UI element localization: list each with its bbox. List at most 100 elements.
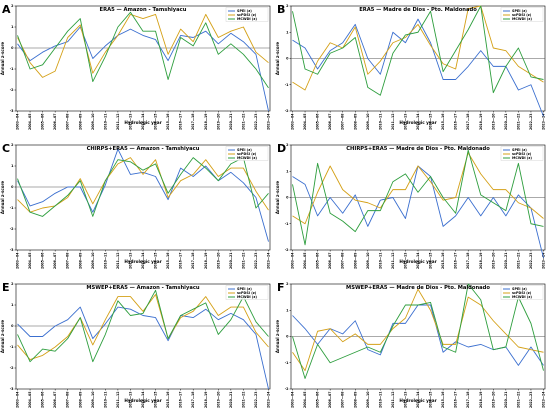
panel-label: B: [277, 3, 285, 16]
legend-entry: SPEI (z): [512, 9, 527, 13]
panel-f: -2 -1 0 1 2 2003—04 2004—05 2005—06 2006—07 2007—…: [275, 278, 550, 417]
series-line-mcwdi: [17, 11, 269, 89]
x-tick-label: 2011—12: [116, 392, 120, 409]
x-tick-label: 2020—21: [229, 114, 233, 131]
x-tick-label: 2012—13: [403, 392, 407, 409]
x-tick-label: 2009—10: [91, 252, 95, 269]
x-tick-label: 2020—21: [229, 253, 233, 270]
panel-c: -3 -2 -1 0 1 2 2003—04 2004—05 2005—06 2006—07 200…: [0, 139, 275, 278]
x-tick-label: 2008—09: [353, 113, 357, 130]
x-tick-label: 2023—24: [542, 113, 546, 130]
series-line-scpdsi: [17, 294, 269, 361]
series-line-spei: [292, 18, 544, 117]
x-tick-label: 2005—06: [41, 113, 45, 130]
y-tick-label: 1: [11, 25, 14, 29]
legend-entry: scPDSI (z): [237, 291, 257, 295]
x-tick-label: 2004—05: [303, 253, 307, 270]
x-tick-label: 2010—11: [378, 392, 382, 409]
x-axis-label: Hydrologic year: [124, 120, 162, 125]
x-tick-label: 2006—07: [53, 114, 57, 131]
x-tick-label: 2004—05: [28, 392, 32, 409]
x-tick-label: 2007—08: [66, 113, 70, 130]
series-line-mcwdi: [292, 283, 544, 379]
y-axis-label: Annual z-score: [0, 42, 5, 76]
x-tick-label: 2008—09: [353, 252, 357, 269]
chart-svg: -3 -2 -1 0 1 2 2003—04 2004—05 2005—06 2006—07 200…: [0, 142, 271, 270]
x-tick-label: 2019—20: [491, 391, 495, 408]
x-tick-label: 2022—23: [529, 253, 533, 270]
x-tick-label: 2015—16: [166, 391, 170, 408]
y-tick-label: 1: [11, 303, 14, 307]
plot-frame: [15, 5, 271, 112]
legend-entry: scPDSI (z): [512, 291, 532, 295]
x-axis-label: Hydrologic year: [124, 259, 162, 264]
y-tick-label: 2: [11, 4, 14, 8]
legend-box: [500, 146, 544, 161]
x-tick-label: 2003—04: [16, 252, 20, 269]
x-tick-label: 2012—13: [128, 114, 132, 131]
x-tick-label: 2009—10: [366, 391, 370, 408]
x-tick-label: 2015—16: [441, 113, 445, 130]
x-tick-label: 2010—11: [103, 114, 107, 131]
x-tick-label: 2007—08: [341, 391, 345, 408]
panel-label: F: [277, 281, 285, 294]
legend-entry: MCWDI (z): [237, 17, 257, 21]
x-tick-label: 2003—04: [16, 113, 20, 130]
y-tick-label: 2: [11, 143, 14, 147]
y-tick-label: -3: [10, 109, 14, 113]
x-tick-label: 2021—22: [516, 114, 520, 131]
x-tick-label: 2011—12: [116, 253, 120, 270]
x-tick-label: 2013—14: [416, 113, 420, 130]
x-tick-label: 2003—04: [291, 391, 295, 408]
x-tick-label: 2018—19: [204, 252, 208, 269]
x-axis-label: Hydrologic year: [399, 398, 437, 403]
x-tick-label: 2023—24: [267, 252, 271, 269]
y-tick-label: 0: [11, 324, 14, 328]
legend-entry: MCWDI (z): [512, 156, 532, 160]
x-tick-label: 2008—09: [78, 252, 82, 269]
y-tick-label: 1: [286, 308, 289, 312]
x-tick-label: 2010—11: [103, 253, 107, 270]
x-tick-label: 2005—06: [41, 252, 45, 269]
y-tick-label: -2: [285, 387, 289, 391]
y-tick-label: -3: [10, 387, 14, 391]
legend-entry: SPEI (z): [237, 287, 252, 291]
x-tick-label: 2021—22: [241, 392, 245, 409]
y-tick-label: 1: [286, 169, 289, 173]
legend-entry: MCWDI (z): [512, 17, 532, 21]
x-tick-label: 2018—19: [479, 113, 483, 130]
x-tick-label: 2023—24: [267, 113, 271, 130]
x-tick-label: 2008—09: [78, 391, 82, 408]
x-tick-label: 2008—09: [353, 391, 357, 408]
x-tick-label: 2018—19: [204, 113, 208, 130]
chart-title: CHIRPS+ERA5 — Madre de Dios - Pto. Maldo…: [346, 146, 490, 152]
x-tick-label: 2015—16: [166, 252, 170, 269]
legend-entry: SPEI (z): [512, 148, 527, 152]
chart-svg: -2 -1 0 1 2 2003—04 2004—05 2005—06 2006—07 2007—…: [275, 142, 546, 270]
series-line-scpdsi: [292, 288, 544, 372]
x-tick-label: 2014—15: [429, 392, 433, 409]
y-tick-label: -2: [10, 227, 14, 231]
x-tick-label: 2023—24: [267, 391, 271, 408]
series-line-scpdsi: [292, 152, 544, 225]
series-line-spei: [17, 26, 269, 112]
x-tick-label: 2015—16: [166, 113, 170, 130]
y-tick-label: -1: [10, 345, 14, 349]
x-tick-label: 2011—12: [391, 113, 395, 130]
x-tick-label: 2019—20: [216, 252, 220, 269]
x-tick-label: 2016—17: [454, 253, 458, 270]
x-tick-label: 2020—21: [504, 392, 508, 409]
x-tick-label: 2020—21: [229, 392, 233, 409]
x-tick-label: 2006—07: [53, 392, 57, 409]
x-tick-label: 2007—08: [341, 252, 345, 269]
chart-title: ERA5 — Madre de Dios - Pto. Maldonado: [359, 7, 477, 13]
x-tick-label: 2018—19: [479, 391, 483, 408]
legend-entry: MCWDI (z): [512, 295, 532, 299]
y-tick-label: 0: [286, 335, 289, 339]
x-tick-label: 2013—14: [416, 252, 420, 269]
x-axis-label: Hydrologic year: [399, 120, 437, 125]
x-tick-label: 2014—15: [154, 392, 158, 409]
x-tick-label: 2011—12: [391, 253, 395, 270]
y-tick-label: 2: [11, 282, 14, 286]
legend-entry: scPDSI (z): [237, 13, 257, 17]
